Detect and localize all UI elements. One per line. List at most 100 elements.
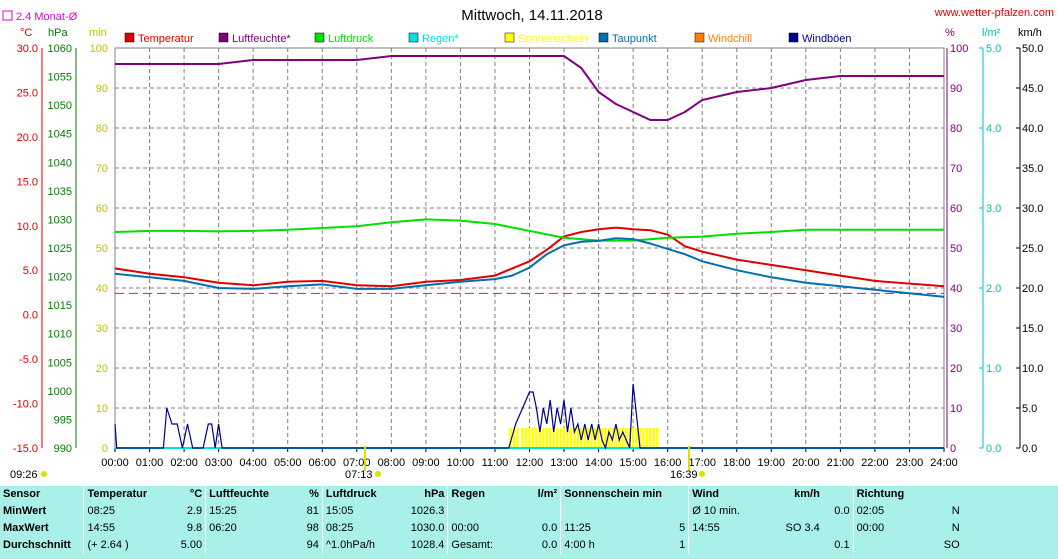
sunshine-bar	[528, 428, 531, 448]
temp-tick: -5.0	[19, 354, 38, 366]
x-tick-label: 21:00	[827, 457, 855, 469]
sunshine-bar	[649, 428, 652, 448]
x-tick-label: 13:00	[550, 457, 578, 469]
summary-header-cell: Richtung	[852, 486, 933, 503]
monthly-avg-label: 2.4 Monat-Ø	[16, 11, 78, 23]
summary-row: MinWert 08:25 2.9 15:25 81 15:05 1026.3 Ø 10 mi…	[0, 503, 1058, 520]
pressure-tick: 1055	[48, 72, 72, 84]
sunshine-bar	[562, 428, 566, 448]
temperatur-line	[114, 226, 945, 288]
summary-header-row: Sensor Temperatur °C Luftfeuchte% Luftdruck h…	[0, 486, 1058, 503]
temp-tick: 15.0	[17, 176, 38, 188]
pressure-tick: 1005	[48, 357, 72, 369]
pressure-tick: 1000	[48, 386, 72, 398]
pressure-tick: 1040	[48, 157, 72, 169]
pressure-tick: 1060	[48, 43, 72, 55]
x-tick-label: 05:00	[274, 457, 302, 469]
sunshine-bar	[607, 428, 611, 448]
sun-tick: 40	[96, 283, 108, 295]
sunshine-bar	[566, 428, 569, 448]
wind-tick: 20.0	[1022, 283, 1043, 295]
pressure-unit: hPa	[48, 27, 68, 39]
summary-cell: 1030.0	[410, 522, 445, 534]
summary-header-cell: Sonnenschein min	[560, 486, 667, 503]
legend-swatch	[218, 32, 229, 43]
legend-swatch	[314, 32, 325, 43]
temp-tick: 25.0	[17, 87, 38, 99]
wind-unit: km/h	[1018, 27, 1042, 39]
grid	[114, 47, 945, 449]
x-tick-label: 22:00	[861, 457, 889, 469]
summary-cell	[769, 503, 823, 520]
sun-icon-sunrise	[375, 471, 381, 477]
summary-cell: Gesamt:	[447, 537, 519, 554]
wind-tick: 25.0	[1022, 243, 1043, 255]
pressure-tick: 995	[54, 414, 72, 426]
summary-cell	[963, 520, 1058, 537]
wind-tick: 50.0	[1022, 43, 1043, 55]
summary-row: MaxWert 14:55 9.8 06:20 98 08:25 1030.0 00:00 0.…	[0, 520, 1058, 537]
sunshine-bar	[604, 428, 607, 448]
sun-tick: 70	[96, 163, 108, 175]
summary-cell: N	[951, 522, 960, 534]
x-tick-label: 15:00	[619, 457, 647, 469]
temp-tick: 0.0	[23, 310, 38, 322]
summary-cell	[963, 503, 1058, 520]
legend-swatch	[788, 32, 799, 43]
rain-unit: l/m²	[982, 27, 1001, 39]
summary-cell: 14:55	[83, 520, 171, 537]
summary-header-cell: l/m²	[537, 488, 558, 500]
sunshine-bar	[512, 428, 516, 448]
sun-unit: min	[89, 27, 107, 39]
temp-tick: 10.0	[17, 221, 38, 233]
summary-cell	[963, 537, 1058, 554]
humidity-unit: %	[945, 27, 955, 39]
site-link[interactable]: www.wetter-pfalzen.com	[934, 7, 1054, 19]
legend-label: Windchill	[708, 33, 752, 45]
humidity-tick: 50	[950, 243, 962, 255]
summary-header-cell	[667, 486, 689, 503]
humidity-tick: 60	[950, 203, 962, 215]
legend-label: Regen*	[422, 33, 459, 45]
sunshine-bar	[549, 428, 552, 448]
sunshine-bar	[597, 428, 600, 448]
legend-swatch	[504, 32, 515, 43]
summary-cell: 06:20	[205, 520, 292, 537]
humidity-tick: 40	[950, 283, 962, 295]
summary-cell: MinWert	[3, 505, 47, 517]
x-tick-label: 12:00	[516, 457, 544, 469]
sunshine-bar	[524, 428, 528, 448]
summary-cell: 98	[306, 522, 319, 534]
legend-label: Luftfeuchte*	[232, 33, 291, 45]
sun-tick: 20	[96, 363, 108, 375]
summary-cell: 4:00 h	[560, 537, 667, 554]
sunshine-bar	[509, 428, 512, 448]
summary-header-cell: Temperatur	[83, 486, 171, 503]
humidity-tick: 70	[950, 163, 962, 175]
temp-tick: -10.0	[13, 399, 38, 411]
sun-tick: 60	[96, 203, 108, 215]
start-time: 09:26	[10, 469, 38, 481]
sunshine-bar	[569, 428, 573, 448]
pressure-tick: 990	[54, 443, 72, 455]
sun-tick: 100	[90, 43, 108, 55]
wind-tick: 0.0	[1022, 443, 1037, 455]
luftfeuchte-line	[115, 55, 944, 121]
legend-label: Windböen	[802, 33, 852, 45]
humidity-tick: 0	[950, 443, 956, 455]
summary-cell: 08:25	[321, 520, 403, 537]
summary-cell	[518, 503, 560, 520]
summary-cell: 2.9	[186, 505, 203, 517]
x-tick-label: 06:00	[308, 457, 336, 469]
humidity-tick: 20	[950, 363, 962, 375]
summary-cell: 15:05	[321, 503, 403, 520]
summary-header-cell: km/h	[794, 488, 820, 500]
wind-tick: 35.0	[1022, 163, 1043, 175]
summary-header-cell	[933, 486, 963, 503]
wind-tick: 15.0	[1022, 323, 1043, 335]
weather-chart: Mittwoch, 14.11.2018 www.wetter-pfalzen.…	[2, 7, 1054, 481]
pressure-tick: 1045	[48, 129, 72, 141]
pressure-tick: 1050	[48, 100, 72, 112]
summary-cell: 08:25	[83, 503, 171, 520]
summary-cell: 00:00	[852, 520, 933, 537]
